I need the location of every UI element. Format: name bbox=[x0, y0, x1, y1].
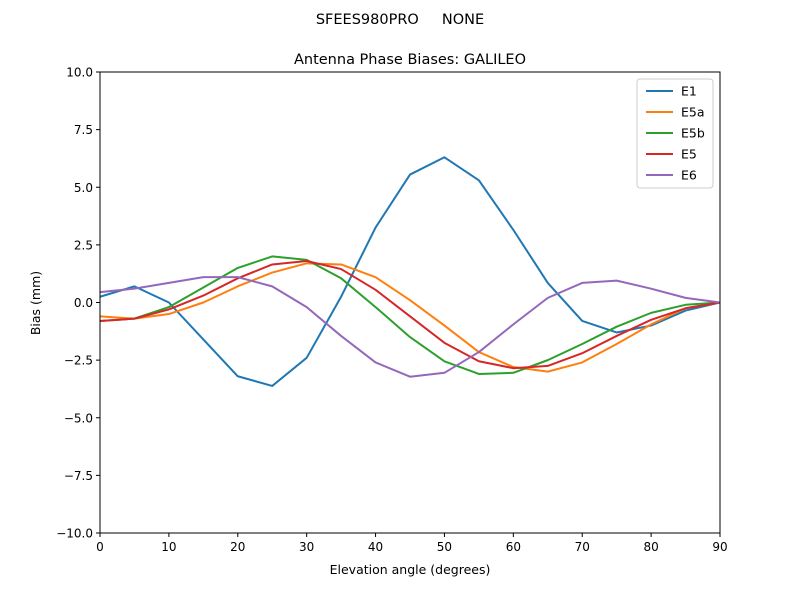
x-tick-label: 20 bbox=[230, 540, 245, 554]
x-tick-label: 60 bbox=[506, 540, 521, 554]
x-axis-label: Elevation angle (degrees) bbox=[330, 562, 491, 577]
y-tick-label: −10.0 bbox=[56, 527, 93, 541]
chart-suptitle: SFEES980PRO NONE bbox=[316, 12, 484, 28]
y-tick-label: 2.5 bbox=[74, 238, 93, 252]
legend-box bbox=[636, 78, 714, 189]
series-line-e5b bbox=[99, 255, 721, 375]
legend-label: E1 bbox=[681, 84, 697, 99]
legend-label: E5 bbox=[681, 147, 697, 162]
y-tick-label: −7.5 bbox=[64, 469, 93, 483]
y-tick-label: −5.0 bbox=[64, 411, 93, 425]
y-axis-label: Bias (mm) bbox=[28, 271, 43, 335]
y-tick-label: 0.0 bbox=[74, 296, 93, 310]
y-tick-label: 5.0 bbox=[74, 181, 93, 195]
legend-label: E6 bbox=[681, 168, 697, 183]
series-line-e5a bbox=[99, 262, 721, 373]
series-line-e5 bbox=[99, 260, 721, 370]
x-tick-label: 40 bbox=[368, 540, 383, 554]
y-tick-label: −2.5 bbox=[64, 354, 93, 368]
x-tick-label: 50 bbox=[437, 540, 452, 554]
x-tick-label: 80 bbox=[643, 540, 658, 554]
x-tick-label: 30 bbox=[299, 540, 314, 554]
legend: E1 E5a E5b E5 E6 bbox=[636, 78, 714, 189]
chart-title: Antenna Phase Biases: GALILEO bbox=[294, 52, 526, 68]
x-tick-label: 70 bbox=[575, 540, 590, 554]
series-line-e1 bbox=[99, 156, 721, 387]
series-line-e6 bbox=[99, 276, 721, 378]
legend-label: E5a bbox=[681, 105, 705, 120]
plot-frame bbox=[99, 71, 721, 534]
x-tick-label: 0 bbox=[96, 540, 104, 554]
x-tick-label: 90 bbox=[712, 540, 727, 554]
y-tick-label: 7.5 bbox=[74, 123, 93, 137]
x-tick-label: 10 bbox=[161, 540, 176, 554]
legend-label: E5b bbox=[681, 126, 705, 141]
y-tick-label: 10.0 bbox=[66, 66, 93, 80]
